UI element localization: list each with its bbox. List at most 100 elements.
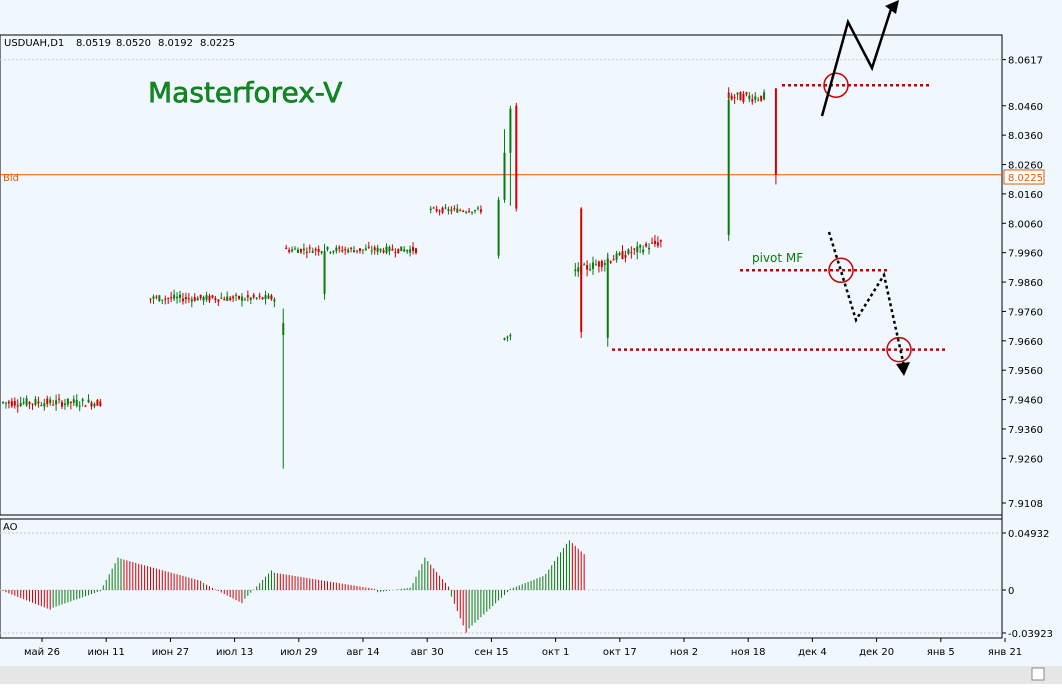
candle-body	[618, 253, 621, 255]
scroll-right-button[interactable]	[1031, 667, 1045, 681]
candle-body	[373, 247, 376, 251]
breakout-circle	[823, 72, 849, 98]
ao-label: AO	[3, 522, 18, 533]
candle-body	[72, 399, 75, 403]
candle-body	[733, 97, 736, 99]
candle-body	[99, 401, 102, 407]
candle-body	[745, 92, 748, 95]
candle-body	[763, 92, 766, 100]
y-tick-label: 7.9560	[1008, 366, 1043, 377]
candle-body	[13, 400, 16, 406]
ao-y-tick-label: 0.04932	[1008, 529, 1049, 540]
x-tick-label: ноя 2	[670, 647, 698, 658]
candle-body	[739, 92, 742, 101]
y-tick-label: 8.0160	[1008, 190, 1043, 201]
ao-layer	[2, 540, 585, 633]
candle-body	[288, 249, 291, 252]
candle-body	[394, 252, 397, 254]
candle-body	[748, 95, 751, 100]
candle-body	[220, 297, 223, 299]
candle-body	[367, 246, 370, 248]
candle-body	[388, 246, 391, 252]
candle-body	[624, 254, 627, 258]
candle-body	[2, 401, 4, 403]
candle-body	[184, 297, 187, 300]
candle-body	[69, 401, 72, 404]
candle-body	[25, 398, 28, 406]
candle-body	[332, 250, 335, 253]
candle-body	[415, 248, 417, 253]
candle-body	[468, 210, 471, 213]
y-tick-label: 7.9260	[1008, 454, 1043, 465]
candle-body	[93, 403, 96, 407]
bearish-arrow-head	[896, 362, 910, 376]
y-tick-label: 8.0617	[1008, 56, 1043, 67]
candle-body	[341, 249, 344, 252]
candle-body	[757, 99, 760, 101]
candle-body	[432, 207, 435, 209]
candle-body	[754, 96, 757, 100]
candle-body	[196, 298, 199, 301]
candle-body	[299, 248, 302, 253]
candle-body	[456, 208, 459, 213]
x-tick-label: дек 4	[798, 647, 827, 658]
candle-body	[586, 265, 589, 270]
bullish-path-arrow	[820, 5, 894, 117]
candle-body	[75, 399, 78, 406]
candle-body	[66, 398, 69, 405]
y-tick-label: 7.9660	[1008, 337, 1043, 348]
candle-body	[264, 295, 267, 300]
candle-body	[615, 253, 618, 260]
candle-body	[267, 295, 270, 299]
y-tick-label: 7.9108	[1008, 499, 1043, 510]
ohlc-close: 8.0225	[200, 38, 235, 49]
y-tick-label: 8.0460	[1008, 102, 1043, 113]
ao-y-tick-label: -0.03923	[1008, 629, 1053, 640]
candle-body	[52, 404, 55, 406]
candle-body	[645, 243, 648, 247]
y-tick-label: 7.9860	[1008, 278, 1043, 289]
candle-body	[594, 264, 597, 266]
candle-body	[760, 95, 763, 101]
y-tick-label: 7.9760	[1008, 307, 1043, 318]
candle-body	[7, 401, 10, 404]
candle-body	[356, 250, 358, 252]
candle-body	[326, 246, 329, 250]
candle-body	[509, 335, 512, 337]
candle-body	[323, 252, 326, 294]
candle-body	[317, 249, 320, 253]
candle-body	[350, 247, 353, 249]
candles-layer	[2, 87, 777, 469]
annotations-layer	[612, 0, 948, 376]
candle-body	[170, 297, 173, 299]
candle-body	[193, 297, 196, 301]
candle-body	[736, 92, 739, 95]
candle-body	[285, 247, 288, 249]
candle-body	[347, 249, 350, 253]
y-tick-label: 7.9360	[1008, 425, 1043, 436]
y-tick-label: 8.0060	[1008, 219, 1043, 230]
candle-body	[653, 240, 656, 244]
candle-body	[358, 248, 361, 251]
candle-body	[158, 295, 161, 302]
candle-body	[282, 323, 285, 335]
candle-body	[61, 402, 63, 407]
x-tick-label: май 26	[24, 647, 60, 658]
ohlc-open: 8.0519	[76, 38, 111, 49]
candle-body	[633, 248, 636, 250]
candle-body	[385, 246, 388, 253]
candle-body	[43, 403, 46, 407]
candle-body	[656, 242, 659, 246]
y-tick-label: 8.0360	[1008, 131, 1043, 142]
horizontal-scrollbar[interactable]	[0, 666, 1062, 684]
candle-body	[462, 210, 465, 212]
candle-body	[22, 402, 25, 404]
candle-body	[597, 261, 600, 267]
candle-body	[444, 207, 447, 209]
candle-body	[621, 251, 624, 259]
bid-label: Bid	[3, 173, 19, 184]
candle-body	[190, 299, 193, 302]
candle-body	[589, 269, 592, 271]
x-tick-label: ноя 18	[731, 647, 766, 658]
